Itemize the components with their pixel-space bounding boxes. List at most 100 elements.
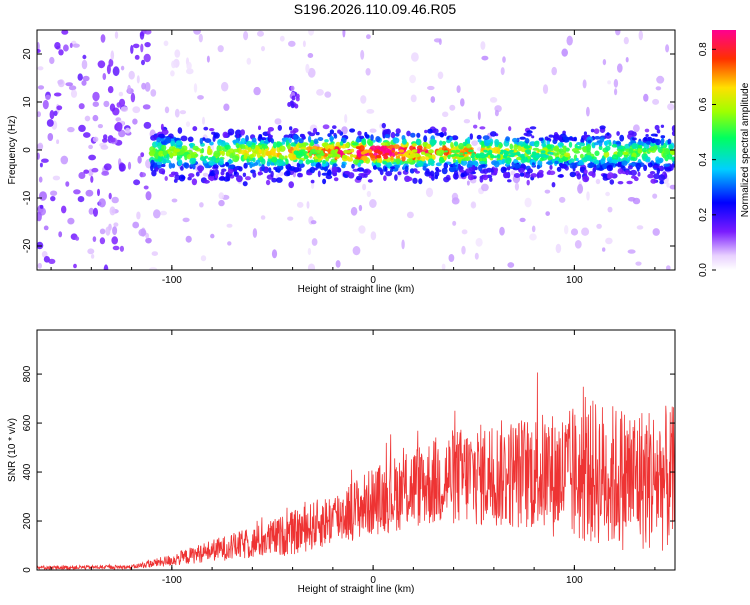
- heatmap-cell: [578, 142, 586, 147]
- heatmap-cell: [562, 136, 570, 141]
- heatmap-cell: [621, 160, 628, 166]
- heatmap-cell: [384, 134, 391, 139]
- heatmap-cells: [37, 30, 675, 270]
- heatmap-cell: [170, 70, 175, 77]
- heatmap-cell: [505, 157, 512, 165]
- heatmap-cell: [385, 128, 391, 135]
- heatmap-cell: [514, 163, 521, 169]
- heatmap-cell: [477, 111, 481, 121]
- heatmap-cell: [656, 75, 665, 84]
- heatmap-cell: [590, 128, 595, 133]
- heatmap-cell: [261, 46, 265, 52]
- heatmap-cell: [325, 156, 330, 162]
- heatmap-cell: [478, 164, 483, 172]
- heatmap-cell: [213, 150, 221, 158]
- heatmap-cell: [467, 173, 475, 181]
- heatmap-cell: [53, 110, 58, 117]
- heatmap-cell: [163, 40, 169, 47]
- heatmap-cell: [157, 155, 163, 163]
- heatmap-cell: [509, 143, 514, 150]
- heatmap-cell: [559, 196, 566, 203]
- heatmap-cell: [194, 153, 199, 157]
- heatmap-cell: [240, 129, 246, 136]
- heatmap-cell: [298, 173, 303, 178]
- heatmap-cell: [43, 225, 49, 231]
- heatmap-cell: [310, 179, 315, 184]
- heatmap-cell: [289, 126, 293, 131]
- heatmap-cell: [119, 245, 124, 252]
- heatmap-cell: [136, 211, 141, 220]
- heatmap-cell: [261, 148, 265, 156]
- heatmap-cell: [614, 88, 618, 96]
- heatmap-cell: [416, 138, 420, 145]
- heatmap-cell: [170, 141, 176, 145]
- heatmap-cell: [171, 60, 177, 69]
- heatmap-cell: [627, 165, 633, 170]
- heatmap-cell: [479, 126, 486, 130]
- heatmap-cell: [257, 30, 264, 37]
- heatmap-cell: [224, 144, 231, 150]
- heatmap-cell: [100, 145, 109, 150]
- heatmap-cell: [192, 126, 198, 132]
- heatmap-cell: [292, 134, 298, 140]
- heatmap-cell: [143, 121, 152, 129]
- heatmap-cell: [92, 236, 97, 243]
- heatmap-cell: [607, 80, 611, 85]
- heatmap-cell: [546, 144, 552, 150]
- heatmap-cell: [279, 35, 285, 42]
- heatmap-cell: [243, 30, 249, 41]
- heatmap-cell: [660, 124, 665, 128]
- heatmap-cell: [88, 154, 96, 161]
- heatmap-cell: [652, 165, 659, 169]
- heatmap-cell: [635, 162, 641, 170]
- heatmap-cell: [92, 136, 99, 142]
- heatmap-cell: [357, 167, 365, 172]
- heatmap-ytick-label: -10: [22, 190, 33, 205]
- heatmap-cell: [93, 207, 98, 217]
- heatmap-cell: [630, 169, 637, 176]
- heatmap-cell: [168, 162, 173, 169]
- heatmap-cell: [116, 102, 122, 108]
- heatmap-cell: [305, 63, 310, 74]
- heatmap-cell: [583, 169, 588, 175]
- heatmap-cell: [532, 151, 537, 155]
- heatmap-cell: [360, 151, 366, 155]
- heatmap-cell: [599, 137, 605, 143]
- heatmap-cell: [256, 151, 261, 159]
- heatmap-cell: [625, 57, 629, 63]
- heatmap-cell: [593, 142, 599, 146]
- heatmap-cell: [482, 168, 489, 174]
- heatmap-xtick-label: 0: [370, 275, 376, 286]
- heatmap-cell: [97, 60, 106, 69]
- heatmap-cell: [526, 130, 533, 134]
- heatmap-cell: [232, 155, 240, 163]
- heatmap-cell: [297, 167, 302, 172]
- heatmap-cell: [82, 75, 90, 82]
- heatmap-cell: [453, 170, 459, 177]
- heatmap-cell: [130, 44, 134, 54]
- heatmap-cell: [500, 166, 507, 174]
- heatmap-cell: [424, 170, 431, 177]
- heatmap-cell: [315, 162, 322, 169]
- heatmap-cell: [322, 159, 326, 164]
- heatmap-cell: [637, 171, 641, 177]
- heatmap-cell: [667, 138, 672, 145]
- heatmap-cell: [252, 157, 256, 163]
- heatmap-cell: [144, 42, 151, 48]
- heatmap-cell: [182, 217, 190, 223]
- heatmap-cell: [632, 137, 637, 141]
- heatmap-cell: [174, 108, 180, 118]
- heatmap-cell: [473, 124, 478, 129]
- heatmap-cell: [537, 160, 543, 167]
- heatmap-cell: [113, 222, 119, 227]
- heatmap-cell: [313, 167, 318, 171]
- heatmap-cell: [582, 175, 590, 183]
- heatmap-cell: [401, 139, 407, 145]
- heatmap-cell: [449, 154, 456, 157]
- heatmap-cell: [250, 144, 256, 150]
- heatmap-cell: [628, 130, 635, 136]
- heatmap-cell: [141, 82, 147, 90]
- heatmap-cell: [37, 85, 45, 90]
- heatmap-cell: [360, 95, 367, 104]
